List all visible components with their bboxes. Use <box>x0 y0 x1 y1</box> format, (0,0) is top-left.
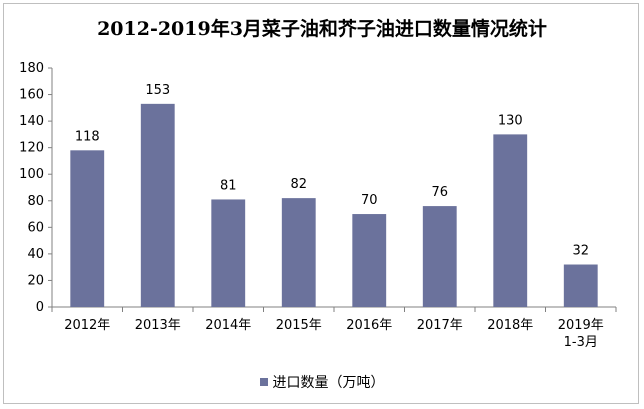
legend-swatch <box>259 378 268 386</box>
y-tick-label: 0 <box>36 300 44 315</box>
bar <box>211 199 246 307</box>
y-tick-label: 20 <box>27 273 44 288</box>
data-label: 82 <box>290 177 307 192</box>
y-tick-label: 120 <box>19 141 44 156</box>
legend: 进口数量（万吨） <box>0 372 644 392</box>
data-label: 70 <box>361 193 378 208</box>
y-tick-label: 80 <box>27 194 44 209</box>
y-tick-label: 180 <box>19 61 44 76</box>
data-label: 76 <box>431 185 448 200</box>
data-label: 130 <box>498 113 523 128</box>
y-tick-label: 160 <box>19 88 44 103</box>
y-tick-label: 40 <box>27 247 44 262</box>
x-tick-label: 2019年 1-3月 <box>558 318 604 350</box>
y-tick-label: 140 <box>19 114 44 129</box>
data-label: 32 <box>572 244 589 259</box>
x-tick-label: 2015年 <box>276 318 322 333</box>
bar <box>140 103 175 307</box>
x-axis: 2012年 2013年 2014年 2015年 2016年 2017年 2018年 2019年… <box>51 306 617 350</box>
x-tick-label: 2018年 <box>487 318 533 333</box>
y-axis: 0 20 40 60 80 100 120 140 160 180 <box>19 61 53 315</box>
x-tick-label: 2012年 <box>64 318 110 333</box>
data-label: 153 <box>145 83 170 98</box>
x-tick-label: 2013年 <box>135 318 181 333</box>
bars <box>70 103 598 307</box>
data-labels: 118 153 81 82 70 76 130 32 <box>75 83 589 259</box>
x-tick-label: 2017年 <box>417 318 463 333</box>
legend-label: 进口数量（万吨） <box>272 375 385 391</box>
data-label: 81 <box>220 178 237 193</box>
bar <box>70 150 105 307</box>
bar <box>352 214 387 307</box>
bar <box>422 206 457 307</box>
bar <box>281 198 316 307</box>
chart-frame <box>3 3 639 404</box>
y-tick-label: 100 <box>19 167 44 182</box>
data-label: 118 <box>75 129 100 144</box>
x-tick-label: 2014年 <box>205 318 251 333</box>
bar <box>493 134 528 307</box>
chart-title: 2012-2019年3月菜子油和芥子油进口数量情况统计 <box>97 18 547 40</box>
x-tick-label: 2016年 <box>346 318 392 333</box>
bar <box>563 264 598 307</box>
y-tick-label: 60 <box>27 220 44 235</box>
